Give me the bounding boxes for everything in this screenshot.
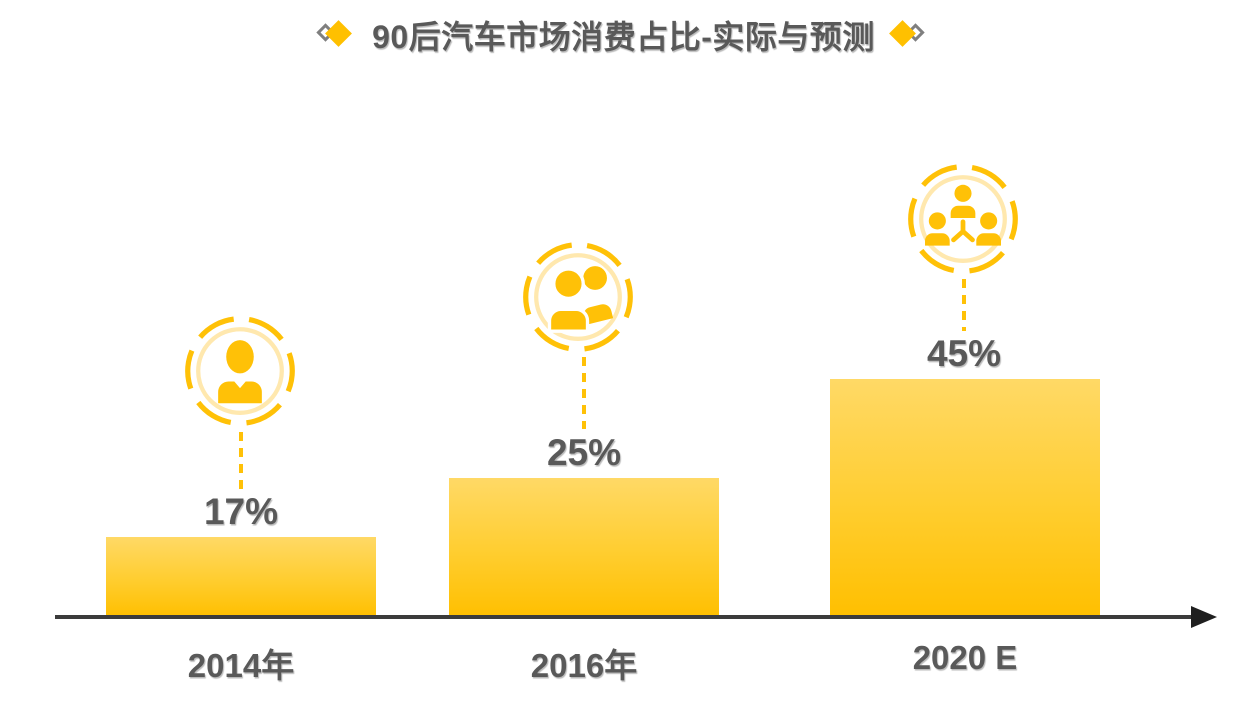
- single-person-icon: [185, 316, 295, 426]
- chart-title: 90后汽车市场消费占比-实际与预测: [372, 19, 875, 55]
- three-people-network-icon: [908, 164, 1018, 274]
- axis-label-2014: 2014年: [187, 647, 295, 684]
- value-label-2016: 25%: [546, 432, 622, 473]
- dashed-connector-line: [962, 279, 966, 331]
- bar-2014: [106, 537, 376, 617]
- title-left-diamonds-icon: [316, 16, 358, 54]
- bar-2016: [449, 478, 719, 617]
- axis-label-2016: 2016年: [530, 647, 638, 684]
- dashed-connector-line: [582, 357, 586, 429]
- x-axis-line: [55, 615, 1195, 619]
- value-label-2014: 17%: [203, 491, 279, 532]
- axis-label-2020: 2020 E: [912, 639, 1018, 676]
- solid-diamond-icon: [325, 20, 353, 47]
- two-people-icon: [523, 242, 633, 352]
- chart-title-row: 90后汽车市场消费占比-实际与预测: [0, 12, 1247, 58]
- bar-2020: [830, 379, 1100, 617]
- solid-diamond-icon: [888, 20, 916, 47]
- title-right-diamonds-icon: [888, 16, 931, 54]
- x-axis-arrowhead-icon: [1191, 606, 1217, 628]
- value-label-2020: 45%: [926, 333, 1002, 374]
- dashed-connector-line: [239, 432, 243, 490]
